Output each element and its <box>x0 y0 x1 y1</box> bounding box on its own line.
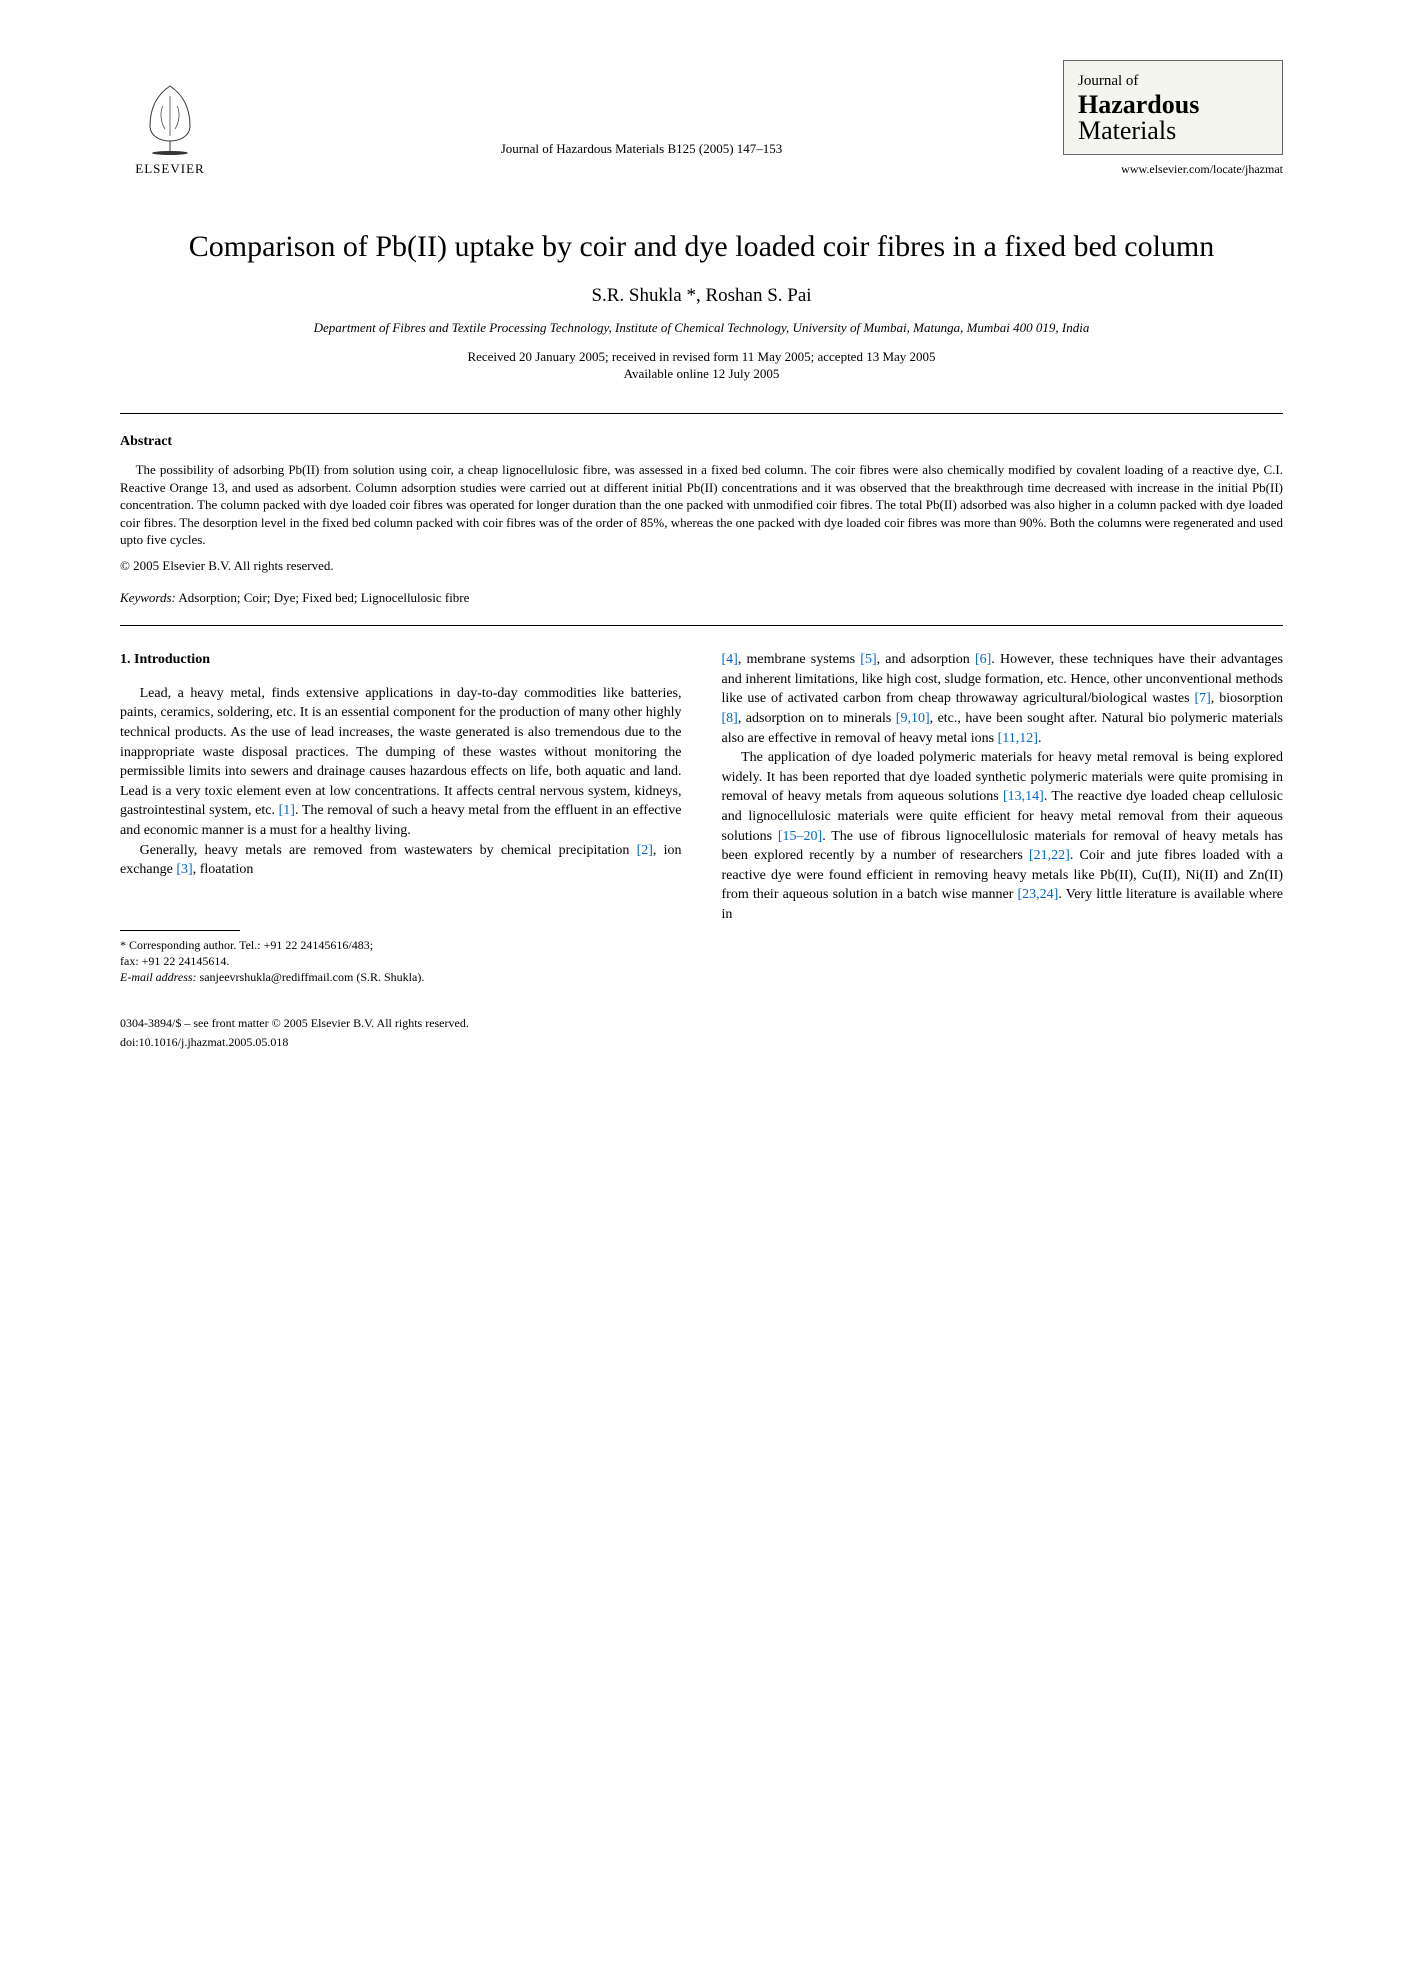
ref-3[interactable]: [3] <box>176 862 192 877</box>
page-header: ELSEVIER Journal of Hazardous Materials … <box>120 60 1283 178</box>
brand-line2: Hazardous <box>1078 92 1268 118</box>
front-matter-line: 0304-3894/$ – see front matter © 2005 El… <box>120 1015 1283 1032</box>
doi-line: doi:10.1016/j.jhazmat.2005.05.018 <box>120 1034 1283 1051</box>
ref-2[interactable]: [2] <box>637 843 653 858</box>
corresponding-footnote: * Corresponding author. Tel.: +91 22 241… <box>120 937 682 986</box>
publisher-name: ELSEVIER <box>135 160 204 178</box>
ref-1520[interactable]: [15–20] <box>778 829 822 844</box>
corr-fax: fax: +91 22 24145614. <box>120 953 682 969</box>
authors: S.R. Shukla *, Roshan S. Pai <box>120 283 1283 310</box>
abstract-heading: Abstract <box>120 432 1283 452</box>
intro-para-1: Lead, a heavy metal, finds extensive app… <box>120 684 682 841</box>
brand-line1: Journal of <box>1078 71 1268 92</box>
ref-1112[interactable]: [11,12] <box>998 731 1038 746</box>
ref-6[interactable]: [6] <box>975 652 991 667</box>
keywords-line: Keywords: Adsorption; Coir; Dye; Fixed b… <box>120 589 1283 607</box>
email-label: E-mail address: <box>120 970 197 984</box>
left-column: 1. Introduction Lead, a heavy metal, fin… <box>120 650 682 985</box>
ref-2324[interactable]: [23,24] <box>1018 887 1059 902</box>
ref-1314[interactable]: [13,14] <box>1003 789 1044 804</box>
ref-910[interactable]: [9,10] <box>896 711 930 726</box>
ref-5[interactable]: [5] <box>860 652 876 667</box>
journal-reference: Journal of Hazardous Materials B125 (200… <box>220 140 1063 178</box>
online-date: Available online 12 July 2005 <box>624 366 780 381</box>
intro-para-2-left: Generally, heavy metals are removed from… <box>120 841 682 880</box>
ref-2122[interactable]: [21,22] <box>1029 848 1070 863</box>
received-dates: Received 20 January 2005; received in re… <box>467 349 935 364</box>
publisher-block: ELSEVIER <box>120 81 220 178</box>
corr-tel: * Corresponding author. Tel.: +91 22 241… <box>120 937 682 953</box>
intro-para-2-right: [4], membrane systems [5], and adsorptio… <box>722 650 1284 748</box>
intro-para-3: The application of dye loaded polymeric … <box>722 748 1284 924</box>
ref-7[interactable]: [7] <box>1194 691 1210 706</box>
footnote-rule <box>120 930 240 931</box>
abstract-copyright: © 2005 Elsevier B.V. All rights reserved… <box>120 557 1283 575</box>
elsevier-tree-icon <box>135 81 205 156</box>
section-1-heading: 1. Introduction <box>120 650 682 670</box>
ref-4[interactable]: [4] <box>722 652 738 667</box>
ref-1[interactable]: [1] <box>279 803 295 818</box>
corr-email: sanjeevrshukla@rediffmail.com (S.R. Shuk… <box>197 970 425 984</box>
body-columns: 1. Introduction Lead, a heavy metal, fin… <box>120 650 1283 985</box>
keywords-label: Keywords: <box>120 590 176 605</box>
article-title: Comparison of Pb(II) uptake by coir and … <box>120 228 1283 266</box>
journal-brand: Journal of Hazardous Materials <box>1063 60 1283 155</box>
ref-8[interactable]: [8] <box>722 711 738 726</box>
keywords-text: Adsorption; Coir; Dye; Fixed bed; Lignoc… <box>176 590 470 605</box>
corr-email-line: E-mail address: sanjeevrshukla@rediffmai… <box>120 969 682 985</box>
right-column: [4], membrane systems [5], and adsorptio… <box>722 650 1284 985</box>
article-dates: Received 20 January 2005; received in re… <box>120 349 1283 383</box>
rule-bottom <box>120 625 1283 626</box>
rule-top <box>120 413 1283 414</box>
brand-line3: Materials <box>1078 118 1268 144</box>
journal-brand-block: Journal of Hazardous Materials www.elsev… <box>1063 60 1283 178</box>
affiliation: Department of Fibres and Textile Process… <box>120 320 1283 337</box>
abstract-text: The possibility of adsorbing Pb(II) from… <box>120 461 1283 549</box>
journal-url: www.elsevier.com/locate/jhazmat <box>1063 161 1283 178</box>
